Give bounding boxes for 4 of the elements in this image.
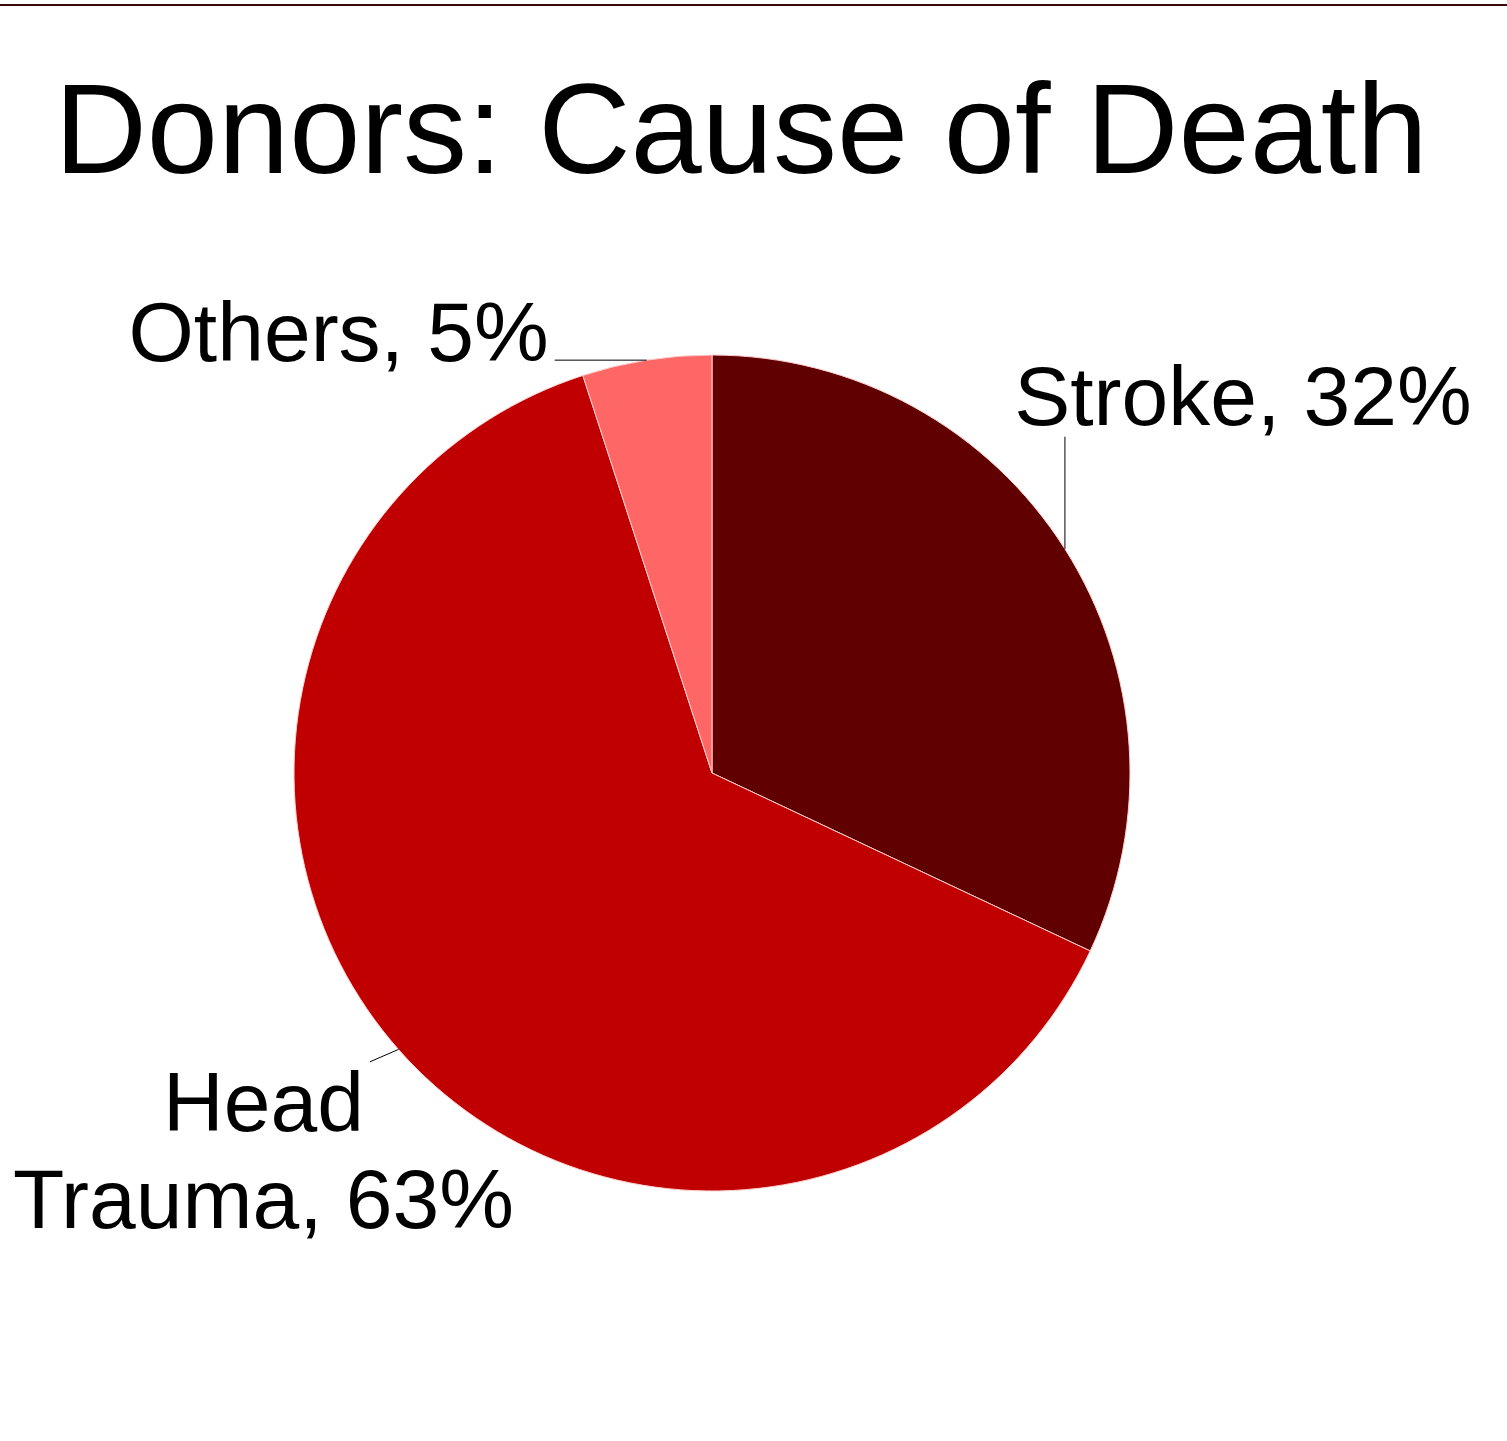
- slice-label: Stroke, 32%: [1014, 347, 1472, 445]
- chart-title: Donors: Cause of Death: [54, 56, 1428, 200]
- slice-label: Others, 5%: [128, 283, 549, 381]
- slice-label: Head Trauma, 63%: [11, 1054, 515, 1249]
